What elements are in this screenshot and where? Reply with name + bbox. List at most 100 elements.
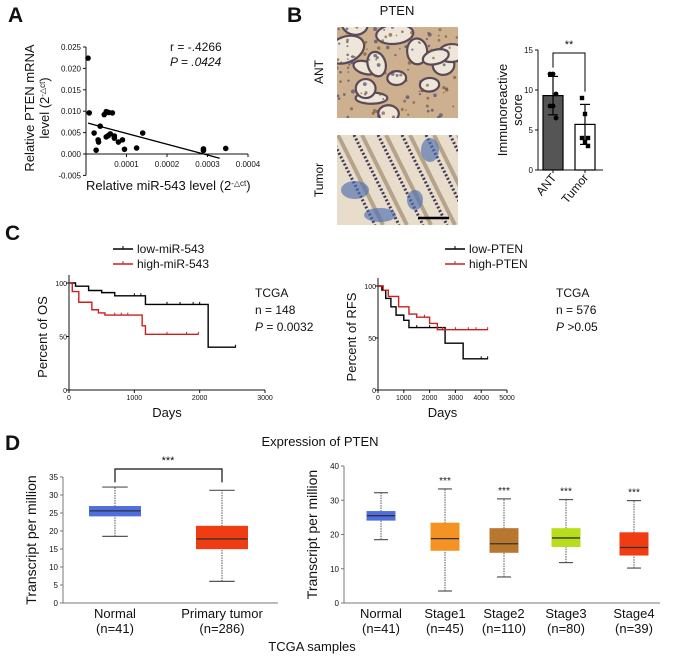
nucleus: [372, 109, 377, 113]
y-tick-label: 10: [49, 563, 58, 572]
survival-curve-low-miR-543: [69, 282, 236, 348]
survival-curve-high-miR-543: [69, 282, 199, 336]
nucleus: [364, 91, 368, 95]
nucleus: [399, 73, 403, 77]
data-point: [200, 147, 207, 154]
gland: [366, 50, 388, 78]
correlation-r: r = -.4266: [170, 40, 222, 54]
nucleus: [384, 35, 388, 39]
nucleus: [388, 32, 393, 37]
sample-size-label: (n=45): [426, 621, 464, 636]
data-point: [85, 55, 91, 61]
data-point: [91, 130, 97, 136]
y-tick-label: 35: [49, 473, 58, 482]
nucleus: [353, 56, 356, 58]
nucleus: [365, 41, 368, 44]
gland: [340, 27, 369, 36]
nucleus: [425, 104, 429, 108]
tissue-streak: [408, 135, 457, 225]
nucleus: [391, 104, 394, 107]
nucleus: [339, 80, 342, 83]
image-title: PTEN: [380, 3, 415, 18]
y-tick-label: 0.025: [61, 43, 82, 52]
data-point: [111, 135, 118, 141]
y-tick-label: 50: [59, 335, 67, 342]
nucleus: [362, 82, 367, 87]
nucleus: [419, 42, 422, 44]
data-point: [86, 110, 93, 116]
data-point: [550, 71, 556, 77]
nucleus: [409, 31, 414, 35]
y-tick-label: 0.005: [61, 129, 82, 138]
nucleus: [418, 92, 422, 96]
sample-size-label: (n=110): [482, 621, 526, 636]
gland: [386, 69, 408, 87]
nucleus: [346, 32, 349, 35]
ant-ihc-image: [337, 27, 458, 118]
nucleus: [391, 115, 396, 118]
box-stage2: [489, 528, 519, 553]
annotation-p: P = 0.0032: [255, 320, 314, 334]
nucleus: [405, 95, 410, 100]
nucleus: [442, 91, 445, 94]
data-point: [582, 111, 588, 117]
data-point: [139, 130, 146, 136]
annotation-p: P >0.05: [556, 320, 598, 334]
nucleus: [376, 109, 380, 114]
x-tick-label: 3000: [257, 395, 273, 402]
nucleus: [340, 61, 343, 64]
gland: [421, 48, 450, 66]
regression-line: [87, 122, 220, 159]
nucleus: [404, 45, 408, 49]
data-point: [585, 135, 591, 141]
data-point: [550, 103, 556, 109]
nucleus: [412, 101, 416, 104]
data-point: [133, 145, 140, 151]
nucleus: [430, 108, 434, 112]
x-tick-label: Primary tumor: [181, 606, 263, 621]
nucleus: [431, 90, 434, 93]
nucleus: [366, 48, 368, 51]
y-axis-label-line2: level (2-△ct): [37, 77, 52, 138]
significance-bracket: [114, 468, 223, 483]
sample-size-label: (n=39): [615, 621, 653, 636]
tissue-streak: [448, 135, 458, 155]
x-tick-label: ANT: [533, 170, 560, 198]
y-tick-label: 0.000: [61, 150, 82, 159]
x-tick-label: 0: [67, 395, 71, 402]
nucleus: [337, 28, 340, 31]
nucleus: [363, 101, 366, 104]
x-tick-label: 1000: [127, 395, 143, 402]
nucleus: [430, 48, 434, 52]
nucleus: [420, 88, 425, 93]
nucleus: [425, 37, 429, 41]
y-tick-label: 15: [524, 46, 533, 55]
nucleus: [442, 63, 446, 67]
nucleus: [405, 109, 407, 111]
data-point: [119, 137, 126, 143]
y-tick-label: 0: [54, 599, 59, 608]
nucleus: [433, 93, 437, 98]
y-axis-label: Relative PTEN mRNA: [22, 44, 37, 171]
tissue-streak: [400, 135, 449, 225]
x-tick-label: 4000: [473, 395, 489, 402]
sample-size-label: (n=286): [199, 621, 244, 636]
nucleus: [390, 27, 395, 29]
nucleus: [437, 38, 441, 42]
box-stage1: [430, 522, 460, 551]
y-tick-label: 100: [55, 281, 67, 288]
data-point: [585, 143, 591, 149]
data-point: [121, 146, 128, 153]
tissue-streak: [384, 135, 433, 225]
tissue-streak: [360, 135, 409, 225]
x-tick-label: Stage4: [613, 606, 654, 621]
nucleus: [426, 109, 430, 113]
x-tick-label: 0.0002: [155, 160, 180, 169]
nucleus: [348, 63, 351, 66]
x-tick-label: 1000: [396, 395, 412, 402]
nucleus: [394, 54, 397, 57]
panel-label-b: B: [287, 4, 302, 27]
y-axis-label-line2: score: [510, 94, 525, 126]
nucleus: [355, 27, 359, 29]
